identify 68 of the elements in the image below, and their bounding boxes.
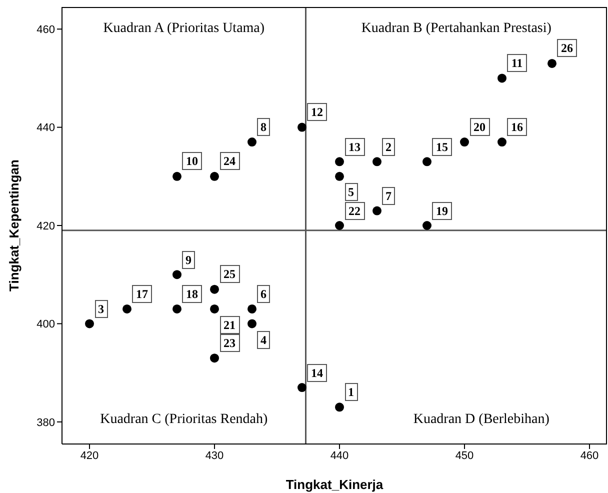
y-tick-label: 380 <box>36 416 55 429</box>
annotation: 21 <box>220 316 240 334</box>
point <box>248 138 256 147</box>
annotation: 8 <box>257 118 270 136</box>
point <box>172 304 182 314</box>
point <box>210 284 219 294</box>
annotation: 17 <box>132 284 152 303</box>
point <box>372 206 382 216</box>
annotation: 19 <box>432 202 452 220</box>
annotation: 10 <box>182 152 202 170</box>
point <box>210 304 219 314</box>
annotation: 12 <box>307 103 327 122</box>
x-tick-label: 430 <box>205 450 224 462</box>
y-axis-title: Tingkat_Kepentingan <box>6 159 22 292</box>
y-tick-label: 420 <box>36 220 55 232</box>
x-tick-label: 450 <box>455 450 474 462</box>
annotation: 9 <box>182 250 195 269</box>
point <box>422 221 432 230</box>
point <box>85 319 94 328</box>
annotation: 22 <box>344 202 364 220</box>
y-tick-label: 400 <box>36 318 55 331</box>
annotation: 2 <box>382 138 395 156</box>
y-tick-label: 440 <box>36 122 55 134</box>
annotation: 24 <box>220 152 240 170</box>
point <box>210 354 219 363</box>
point <box>172 270 182 280</box>
annotation: Kuadran B (Pertahankan Prestasi) <box>361 21 552 37</box>
y-tick-label: 460 <box>36 24 55 36</box>
annotation: 26 <box>557 39 577 58</box>
annotation: 18 <box>182 284 202 303</box>
point <box>335 221 344 230</box>
point <box>248 319 256 328</box>
point <box>422 157 432 166</box>
point <box>298 383 306 392</box>
point <box>498 138 506 147</box>
annotation: 20 <box>470 118 490 136</box>
annotation: Kuadran A (Prioritas Utama) <box>103 21 265 37</box>
point <box>298 122 306 132</box>
point <box>335 172 344 181</box>
annotation: 14 <box>307 364 327 382</box>
annotation: 5 <box>344 183 358 202</box>
annotation: 3 <box>94 300 108 318</box>
annotation: 1 <box>344 383 358 402</box>
annotation: 7 <box>382 186 395 205</box>
annotation: 13 <box>344 138 364 156</box>
point <box>498 74 506 83</box>
point <box>548 58 556 68</box>
annotation: 15 <box>432 138 452 156</box>
annotation: 25 <box>220 265 240 284</box>
point <box>335 402 344 412</box>
annotation: 11 <box>507 54 527 72</box>
annotation: 16 <box>507 118 527 136</box>
point <box>460 138 469 147</box>
annotation: 6 <box>257 284 270 303</box>
annotation: 23 <box>220 334 240 352</box>
point <box>248 304 256 314</box>
x-tick-label: 460 <box>580 450 599 462</box>
annotation: 4 <box>257 330 270 349</box>
annotation: Kuadran C (Prioritas Rendah) <box>100 412 268 428</box>
point <box>335 157 344 166</box>
annotation: Kuadran D (Berlebihan) <box>413 412 550 428</box>
x-tick-label: 420 <box>80 450 99 462</box>
x-tick-label: 440 <box>330 450 349 462</box>
x-axis-title: Tingkat_Kinerja <box>286 477 384 492</box>
point <box>122 304 132 314</box>
point <box>372 157 382 166</box>
point <box>210 172 219 181</box>
point <box>172 172 182 181</box>
